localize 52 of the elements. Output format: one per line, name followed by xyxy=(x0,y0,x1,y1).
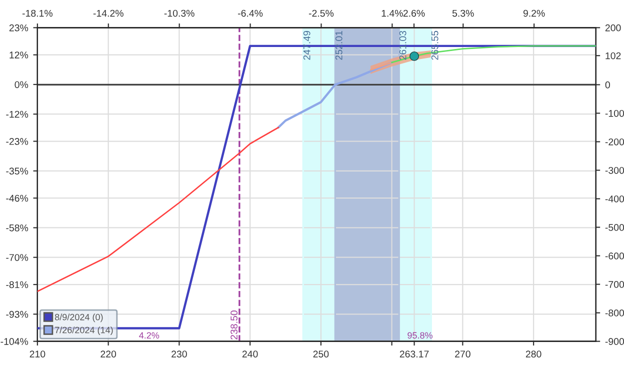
x2-tick-label: 9.2% xyxy=(523,10,545,17)
y2-tick-label: 200 xyxy=(605,24,621,32)
y-tick-label: 12% xyxy=(10,52,28,58)
y2-tick-label: -900 xyxy=(605,338,624,345)
y-tick-label: -104% xyxy=(0,338,28,345)
x-tick-label: 250 xyxy=(313,350,329,358)
x-tick-label: 263.17 xyxy=(400,350,429,358)
y2-tick-label: -800 xyxy=(605,310,624,316)
y2-tick-label: 102 xyxy=(606,52,621,60)
line-series xyxy=(37,126,280,292)
ref-line-label: 261.03 xyxy=(399,30,406,60)
y-tick-label: -70% xyxy=(6,254,28,261)
y2-tick-label: -500 xyxy=(605,224,624,231)
y-tick-label: -81% xyxy=(6,281,28,288)
y-tick-label: -12% xyxy=(6,110,28,118)
y2-tick-label: -400 xyxy=(605,195,624,202)
ref-line-label: 265.55 xyxy=(431,30,438,60)
x-tick-label: 270 xyxy=(455,350,470,358)
x2-tick-label: -6.4% xyxy=(238,10,263,17)
y2-tick-label: -700 xyxy=(605,281,624,288)
y-tick-label: -35% xyxy=(6,168,28,175)
y-tick-label: 0% xyxy=(14,81,28,88)
x2-tick-label: -10.3% xyxy=(164,10,194,17)
y-tick-label: -23% xyxy=(6,138,28,145)
x-tick-label: 240 xyxy=(242,350,258,358)
y2-tick-label: -600 xyxy=(605,252,624,260)
y-tick-label: -58% xyxy=(6,224,28,232)
x-tick-label: 230 xyxy=(172,350,187,358)
annotation: 95.8% xyxy=(408,332,432,339)
ref-line-label: 247.49 xyxy=(303,30,310,60)
legend-label: 7/26/2024 (14) xyxy=(55,326,113,335)
y2-tick-label: 0 xyxy=(605,81,610,88)
line-series xyxy=(277,61,393,129)
x2-tick-label: 1.4% xyxy=(382,10,403,17)
y-tick-label: -93% xyxy=(6,310,28,318)
ref-line-label: 252.01 xyxy=(335,31,342,60)
x2-tick-label: 2.6% xyxy=(403,10,425,17)
y2-tick-label: -300 xyxy=(605,166,624,174)
legend-label: 8/9/2024 (0) xyxy=(54,314,103,322)
x2-tick-label: -2.5% xyxy=(308,10,334,17)
y2-tick-label: -200 xyxy=(605,138,624,146)
y-tick-label: 23% xyxy=(9,24,28,32)
x2-tick-label: 5.3% xyxy=(452,10,474,17)
x-tick-label: 210 xyxy=(30,350,46,358)
x2-tick-label: -18.1% xyxy=(22,10,52,17)
x2-tick-label: -14.2% xyxy=(93,10,124,17)
annotation: 4.2% xyxy=(139,332,160,339)
x-tick-label: 220 xyxy=(100,350,116,358)
y2-tick-label: -100 xyxy=(605,110,624,117)
ref-line-label: 238.50 xyxy=(230,310,238,340)
y-tick-label: -46% xyxy=(6,194,28,202)
x-tick-label: 280 xyxy=(526,350,542,358)
